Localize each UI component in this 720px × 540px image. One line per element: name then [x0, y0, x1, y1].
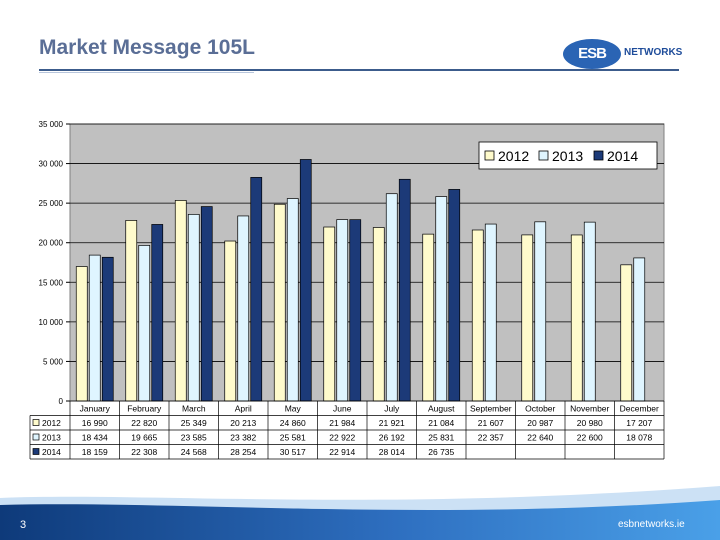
legend-key-2012	[484, 150, 495, 161]
legend-key-2014	[593, 150, 604, 161]
data-label: 22 640	[527, 433, 553, 443]
data-label: 22 600	[577, 433, 603, 443]
data-label: 16 990	[82, 418, 108, 428]
esb-networks-logo: ESB NETWORKS	[560, 36, 685, 72]
data-label: 21 607	[478, 418, 504, 428]
data-label: 25 581	[280, 433, 306, 443]
y-tick-label: 25 000	[39, 199, 64, 208]
category-label-april: April	[235, 404, 252, 414]
logo-wordmark: NETWORKS	[624, 47, 683, 58]
data-label: 28 254	[230, 447, 256, 457]
category-label-august: August	[428, 404, 455, 414]
title-divider	[39, 69, 679, 71]
data-label: 22 820	[131, 418, 157, 428]
table-series-name-2014: 2014	[42, 447, 61, 457]
table-series-name-2013: 2013	[42, 433, 61, 443]
category-label-january: January	[80, 404, 111, 414]
y-tick-label: 10 000	[39, 318, 64, 327]
data-label: 19 665	[131, 433, 157, 443]
data-label: 25 831	[428, 433, 454, 443]
data-label: 22 308	[131, 447, 157, 457]
data-label: 20 987	[527, 418, 553, 428]
table-legend-key-2014	[32, 448, 40, 455]
table-legend-key-2013	[32, 433, 40, 441]
y-tick-label: 20 000	[39, 239, 64, 248]
category-label-december: December	[620, 404, 659, 414]
data-label: 24 568	[181, 447, 207, 457]
data-label: 23 585	[181, 433, 207, 443]
y-tick-label: 30 000	[39, 160, 64, 169]
data-label: 18 078	[626, 433, 652, 443]
slide-title: Market Message 105L	[39, 36, 255, 59]
data-label: 30 517	[280, 447, 306, 457]
data-label: 22 914	[329, 447, 355, 457]
category-label-november: November	[570, 404, 609, 414]
data-label: 25 349	[181, 418, 207, 428]
data-label: 22 357	[478, 433, 504, 443]
y-tick-label: 15 000	[39, 278, 64, 287]
data-label: 21 084	[428, 418, 454, 428]
data-label: 20 980	[577, 418, 603, 428]
y-tick-label: 0	[59, 397, 64, 406]
legend-label-2014: 2014	[607, 148, 638, 164]
data-label: 26 192	[379, 433, 405, 443]
data-label: 26 735	[428, 447, 454, 457]
page-number: 3	[20, 519, 27, 531]
data-label: 20 213	[230, 418, 256, 428]
category-label-march: March	[182, 404, 206, 414]
footer-url: esbnetworks.ie	[618, 519, 685, 530]
y-tick-label: 35 000	[39, 120, 64, 129]
table-series-name-2012: 2012	[42, 418, 61, 428]
category-label-june: June	[333, 404, 352, 414]
data-label: 24 860	[280, 418, 306, 428]
data-label: 17 207	[626, 418, 652, 428]
logo-mark: ESB	[563, 39, 621, 69]
category-label-september: September	[470, 404, 512, 414]
category-label-may: May	[285, 404, 302, 414]
y-tick-label: 5 000	[43, 357, 64, 366]
data-label: 18 159	[82, 447, 108, 457]
legend-label-2012: 2012	[498, 148, 529, 164]
legend-box	[478, 141, 658, 170]
title-divider-accent	[39, 72, 254, 73]
data-label: 18 434	[82, 433, 108, 443]
data-label: 23 382	[230, 433, 256, 443]
legend-label-2013: 2013	[552, 148, 583, 164]
category-label-july: July	[384, 404, 400, 414]
data-label: 28 014	[379, 447, 405, 457]
category-label-october: October	[525, 404, 555, 414]
data-label: 21 984	[329, 418, 355, 428]
table-legend-key-2012	[32, 419, 40, 426]
legend-key-2013	[538, 150, 549, 161]
category-label-february: February	[127, 404, 162, 414]
data-label: 22 922	[329, 433, 355, 443]
data-label: 21 921	[379, 418, 405, 428]
